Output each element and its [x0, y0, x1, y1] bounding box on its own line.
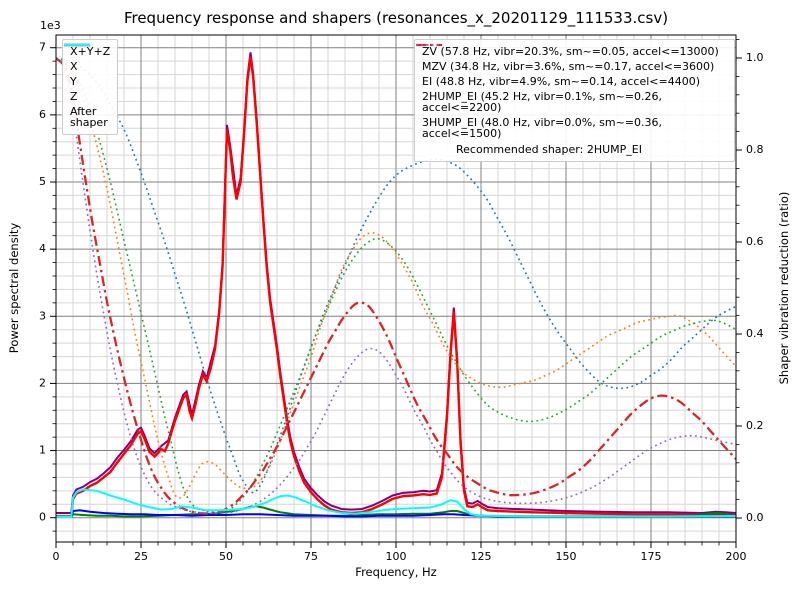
axis-ticks [50, 39, 742, 548]
series-after-shaper [56, 488, 736, 518]
legend-shapers: ZV (57.8 Hz, vibr=20.3%, sm~=0.05, accel… [414, 39, 735, 162]
legend-label: 3HUMP_EI (48.0 Hz, vibr=0.0%, sm~=0.36, … [422, 116, 663, 140]
y-right-tick-label: 0.8 [746, 143, 764, 156]
x-tick-label: 200 [726, 550, 747, 563]
x-tick-label: 175 [641, 550, 662, 563]
chart-title: Frequency response and shapers (resonanc… [123, 9, 669, 27]
y-left-tick-label: 0 [39, 511, 46, 524]
y-axis-label-right: Shaper vibration reduction (ratio) [777, 191, 791, 385]
x-tick-label: 100 [386, 550, 407, 563]
legend-label: EI (48.8 Hz, vibr=4.9%, sm~=0.14, accel<… [422, 75, 700, 88]
y-left-tick-label: 6 [39, 108, 46, 121]
series-ei [56, 57, 736, 514]
legend-line-sample-3hump-ei [416, 44, 442, 46]
y-right-tick-label: 0.2 [746, 419, 764, 432]
legend-psd: X+Y+Z X Y Z After shaper [62, 39, 119, 135]
y-left-tick-label: 5 [39, 175, 46, 188]
x-tick-label: 0 [53, 550, 60, 563]
x-axis-label: Frequency, Hz [355, 565, 437, 579]
y-right-tick-label: 0.4 [746, 327, 764, 340]
legend-item-z: Z [64, 44, 110, 104]
series-mzv [56, 57, 736, 499]
legend-label: X [70, 60, 78, 73]
series-3hump-ei [56, 57, 736, 515]
y-left-tick-label: 3 [39, 309, 46, 322]
legend-label: 2HUMP_EI (45.2 Hz, vibr=0.1%, sm~=0.26, … [422, 90, 663, 114]
x-tick-label: 125 [471, 550, 492, 563]
x-tick-label: 25 [134, 550, 148, 563]
series-x [56, 56, 736, 518]
y-left-tick-label: 4 [39, 242, 46, 255]
x-tick-label: 75 [304, 550, 318, 563]
legend-item-after-shaper: After shaper [64, 44, 110, 130]
legend-item-mzv: MZV (34.8 Hz, vibr=3.6%, sm~=0.17, accel… [416, 44, 727, 74]
legend-item-y: Y [64, 44, 110, 89]
legend-label: Z [70, 90, 78, 103]
y-left-tick-label: 2 [39, 376, 46, 389]
legend-item-x: X [64, 43, 110, 74]
y-left-tick-label: 1 [39, 444, 46, 457]
legend-label: After shaper [70, 105, 108, 129]
y-axis-offset-label: 1e3 [40, 19, 61, 32]
y-axis-label-left: Power spectral density [7, 222, 21, 354]
x-tick-label: 50 [219, 550, 233, 563]
y-left-tick-label: 7 [39, 41, 46, 54]
x-tick-label: 150 [556, 550, 577, 563]
legend-label: MZV (34.8 Hz, vibr=3.6%, sm~=0.17, accel… [422, 60, 715, 73]
legend-label: X+Y+Z [70, 45, 111, 58]
series-zv [56, 57, 736, 494]
legend-item-3hump-ei: 3HUMP_EI (48.0 Hz, vibr=0.0%, sm~=0.36, … [416, 44, 727, 141]
legend-line-sample-after-shaper [64, 44, 90, 46]
legend-item-2hump-ei: 2HUMP_EI (45.2 Hz, vibr=0.1%, sm~=0.26, … [416, 43, 727, 115]
y-right-tick-label: 0.6 [746, 235, 764, 248]
legend-item-ei: EI (48.8 Hz, vibr=4.9%, sm~=0.14, accel<… [416, 44, 727, 89]
y-right-tick-label: 1.0 [746, 51, 764, 64]
series-curves [56, 52, 736, 518]
y-right-tick-label: 0.0 [746, 511, 764, 524]
legend-item-zv: ZV (57.8 Hz, vibr=20.3%, sm~=0.05, accel… [416, 44, 727, 59]
series-2hump-ei [56, 57, 736, 515]
recommended-shaper-note: Recommended shaper: 2HUMP_EI [456, 143, 642, 156]
legend-label: ZV (57.8 Hz, vibr=20.3%, sm~=0.05, accel… [422, 45, 719, 58]
legend-label: Y [70, 75, 77, 88]
